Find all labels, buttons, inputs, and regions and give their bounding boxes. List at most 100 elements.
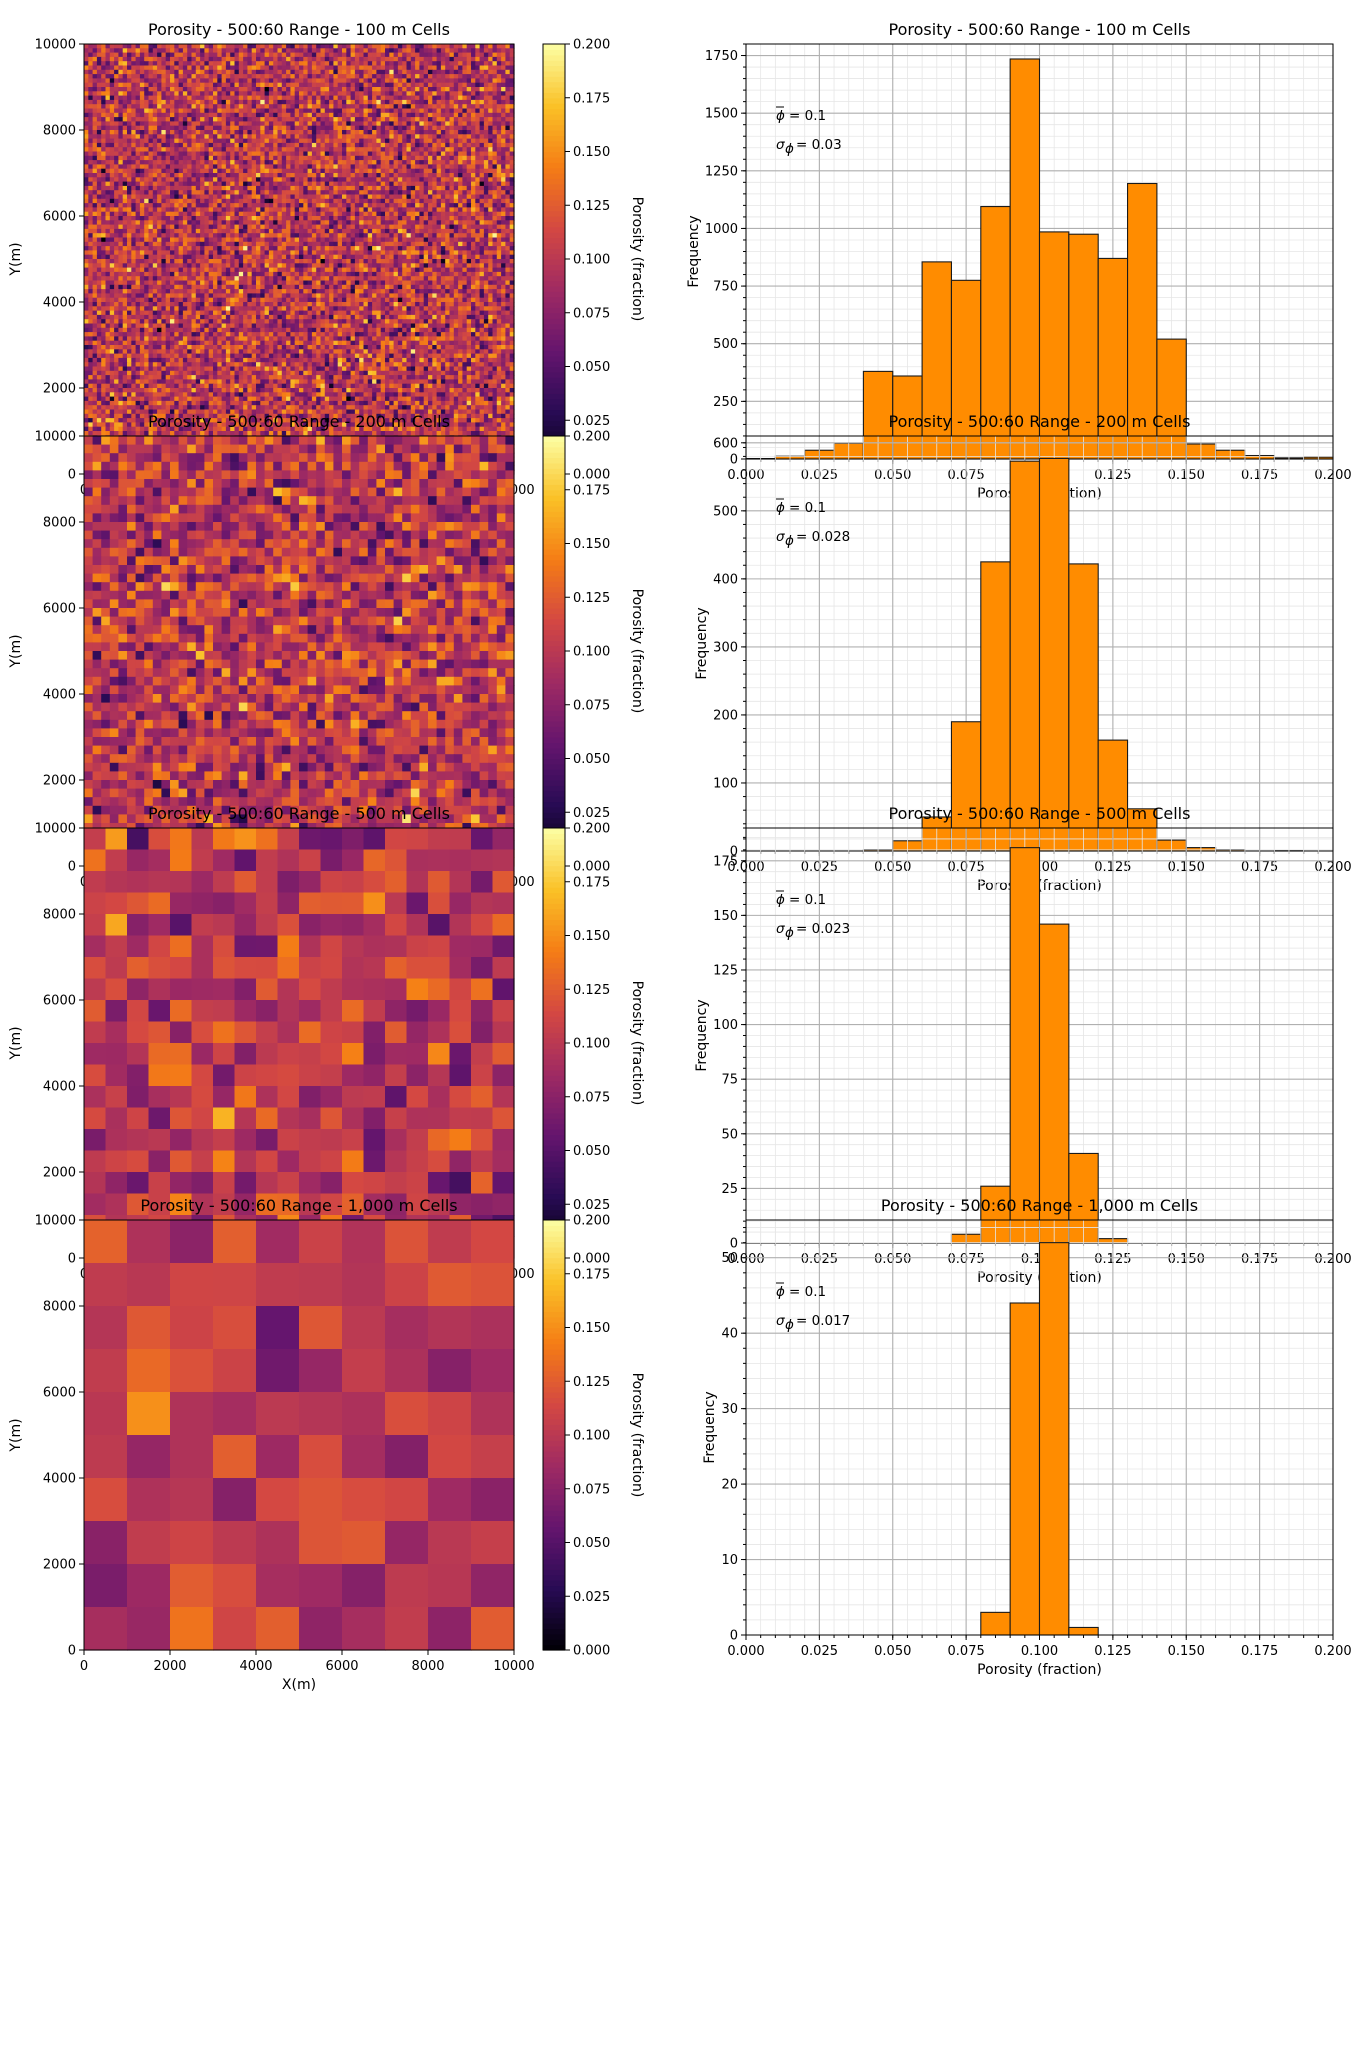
heatmap-cell [337,112,343,118]
heatmap-cell [385,130,390,135]
heatmap-cell [359,237,365,243]
heatmap-cell [324,134,330,140]
heatmap-cell [170,203,175,208]
heatmap-cell [234,65,240,71]
heatmap-cell [122,82,128,88]
heatmap-cell [122,246,128,251]
heatmap-cell [243,173,248,178]
heatmap-cell [505,134,511,140]
heatmap-cell [462,87,468,92]
heatmap-cell [299,203,304,208]
heatmap-cell [307,168,313,174]
heatmap-cell [96,164,102,170]
heatmap-cell [350,194,356,200]
heatmap-cell [415,168,420,174]
heatmap-cell [139,254,145,260]
heatmap-cell [316,44,322,49]
heatmap-cell [251,190,257,196]
heatmap-cell [354,87,360,92]
heatmap-cell [290,104,296,110]
heatmap-cell [170,246,175,251]
heatmap-cell [380,108,386,114]
heatmap-cell [483,220,489,226]
heatmap-cell [238,241,244,247]
heatmap-cell [432,177,438,183]
heatmap-cell [225,95,231,101]
heatmap-cell [268,121,274,127]
heatmap-cell [131,69,137,75]
heatmap-cell [273,130,279,135]
heatmap-cell [428,52,433,58]
heatmap-cell [397,220,403,226]
heatmap-cell [247,224,253,230]
heatmap-cell [114,48,119,54]
heatmap-cell [320,130,326,135]
heatmap-cell [397,173,403,178]
heatmap-cell [410,190,416,196]
heatmap-cell [436,91,442,97]
heatmap-cell [165,74,171,79]
heatmap-cell [290,52,296,58]
heatmap-cell [96,142,102,148]
heatmap-cell [225,91,231,97]
heatmap-cell [363,78,369,84]
heatmap-cell [303,108,309,114]
heatmap-cell [466,237,472,243]
heatmap-cell [114,237,119,243]
heatmap-cell [84,104,89,110]
heatmap-cell [294,138,300,144]
heatmap-cell [406,108,412,114]
heatmap-cell [131,254,137,260]
heatmap-cell [217,190,223,196]
heatmap-cell [320,91,326,97]
heatmap-cell [277,216,283,221]
heatmap-cell [135,108,141,114]
heatmap-cell [238,48,244,54]
heatmap-cell [131,104,137,110]
heatmap-cell [445,125,451,131]
heatmap-cell [200,254,205,260]
heatmap-cell [316,52,322,58]
heatmap-cell [165,48,171,54]
heatmap-cell [488,151,494,157]
heatmap-cell [225,254,231,260]
heatmap-cell [230,233,236,239]
heatmap-cell [496,112,502,118]
heatmap-cell [354,121,360,127]
heatmap-cell [268,147,274,153]
heatmap-cell [445,155,451,161]
heatmap-cell [475,233,481,239]
heatmap-cell [483,185,489,191]
heatmap-cell [221,237,227,243]
heatmap-cell [109,173,115,178]
heatmap-cell [453,164,459,170]
heatmap-cell [483,74,489,79]
heatmap-cell [492,69,498,75]
heatmap-cell [165,134,171,140]
heatmap-cell [139,224,145,230]
heatmap-cell [337,61,343,67]
heatmap-cell [277,112,283,118]
heatmap-cell [273,112,279,118]
heatmap-cell [286,130,291,135]
heatmap-cell [458,151,463,157]
heatmap-cell [148,164,154,170]
heatmap-cell [311,74,317,79]
heatmap-cell [101,78,107,84]
heatmap-cell [333,91,339,97]
heatmap-cell [445,211,451,217]
heatmap-cell [432,241,438,247]
heatmap-cell [281,173,287,178]
heatmap-cell [505,95,511,101]
heatmap-cell [101,104,107,110]
heatmap-cell [243,181,248,187]
heatmap-cell [385,61,390,67]
heatmap-cell [109,82,115,88]
heatmap-cell [496,224,502,230]
heatmap-cell [251,254,257,260]
heatmap-cell [161,48,167,54]
heatmap-cell [337,104,343,110]
heatmap-cell [342,74,347,79]
heatmap-cell [256,254,261,260]
heatmap-cell [488,142,494,148]
